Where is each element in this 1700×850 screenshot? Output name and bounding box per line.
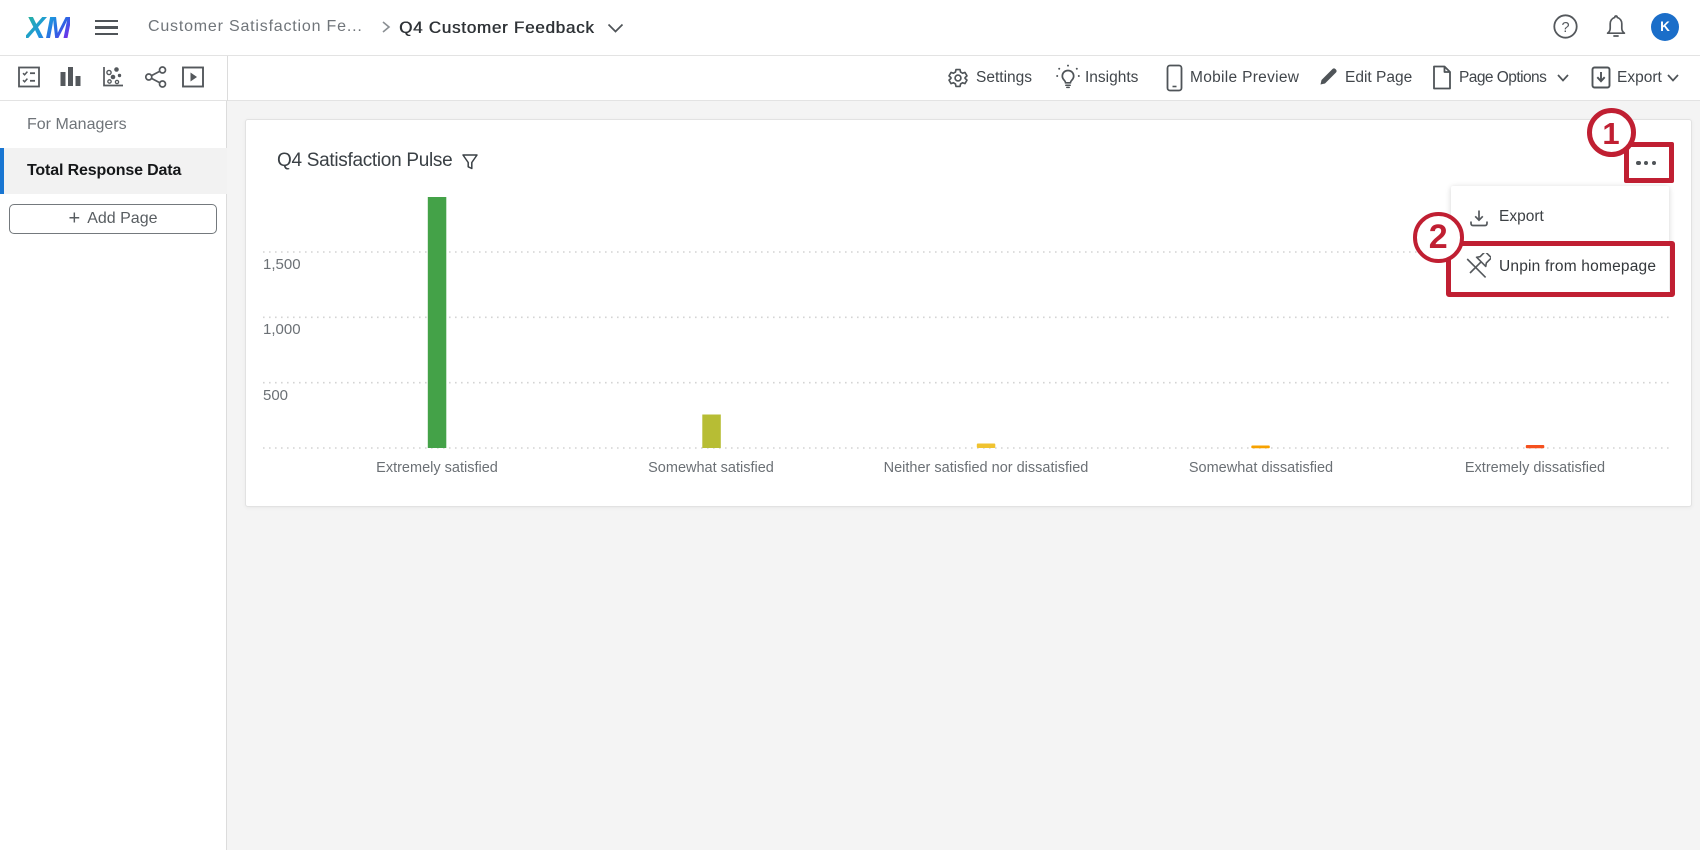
svg-text:?: ? <box>1561 20 1569 36</box>
svg-text:XM: XM <box>26 15 70 39</box>
